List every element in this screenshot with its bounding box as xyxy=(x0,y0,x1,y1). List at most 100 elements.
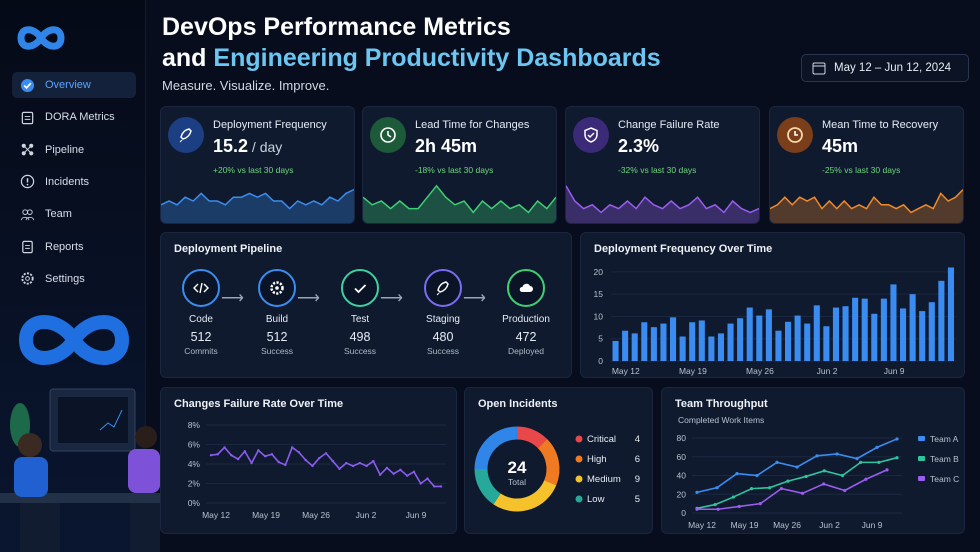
data-point xyxy=(822,482,826,486)
kpi-value: 15.2 / day xyxy=(213,136,283,156)
arrow-right-icon: ⟶ xyxy=(297,290,320,307)
data-point xyxy=(695,507,699,511)
data-point xyxy=(250,461,253,465)
page-title: DevOps Performance Metrics and Engineerin… xyxy=(162,13,661,72)
infinity-illustration-icon xyxy=(18,315,130,365)
bar xyxy=(737,318,744,361)
data-point xyxy=(209,454,213,457)
stage-value: 480 xyxy=(432,330,454,344)
sidebar-item-reports[interactable]: Reports xyxy=(12,234,136,260)
data-point xyxy=(758,502,762,506)
sidebar-item-pipeline[interactable]: Pipeline xyxy=(12,137,136,163)
sidebar-item-overview[interactable]: Overview xyxy=(12,72,136,98)
data-point xyxy=(230,454,233,457)
rocket-icon xyxy=(424,269,462,307)
sidebar-item-settings[interactable]: Settings xyxy=(12,266,136,292)
arrow-right-icon: ⟶ xyxy=(463,290,486,307)
sidebar: Overview DORA Metrics Pipeline Incidents Tea… xyxy=(0,0,160,552)
bar xyxy=(852,297,859,361)
donut-slice xyxy=(474,468,501,505)
page-subtitle: Measure. Visualize. Improve. xyxy=(162,78,330,93)
y-tick-label: 10 xyxy=(594,311,604,321)
data-point xyxy=(786,479,790,483)
sidebar-item-dora-metrics[interactable]: DORA Metrics xyxy=(12,104,136,130)
legend-dot xyxy=(575,435,583,443)
x-tick-label: May 12 xyxy=(202,510,230,520)
data-point xyxy=(216,453,219,456)
data-point xyxy=(864,477,868,481)
gear-icon xyxy=(21,272,34,285)
bar xyxy=(832,307,839,361)
donut-slice xyxy=(474,426,518,470)
pipeline-stage-staging[interactable]: Staging 480 Success xyxy=(408,269,478,356)
legend-value: 4 xyxy=(635,434,640,445)
bar xyxy=(765,309,772,361)
pipeline-stage-test[interactable]: Test 498 Success xyxy=(325,269,395,356)
y-tick-label: 80 xyxy=(677,433,687,443)
legend-value: 9 xyxy=(635,474,640,485)
bar xyxy=(842,306,849,361)
legend-label: Team A xyxy=(930,434,959,444)
data-point xyxy=(304,458,307,462)
kpi-card-lead-time-for-changes[interactable]: Lead Time for Changes 2h 45m -18% vs las… xyxy=(362,106,557,224)
stage-sub: Commits xyxy=(184,346,218,356)
y-tick-label: 0 xyxy=(681,508,686,518)
x-tick-label: May 26 xyxy=(746,366,774,376)
data-point xyxy=(815,454,819,458)
x-tick-label: Jun 9 xyxy=(406,510,427,520)
legend-label: Team C xyxy=(930,474,959,484)
kpi-change: -32% vs last 30 days xyxy=(618,165,697,175)
y-tick-label: 15 xyxy=(594,289,604,299)
bar xyxy=(909,294,916,361)
stage-value: 512 xyxy=(266,330,288,344)
data-point xyxy=(737,504,741,509)
legend-label: Medium xyxy=(587,474,621,485)
data-point xyxy=(290,446,294,449)
pipeline-icon xyxy=(21,143,34,156)
x-tick-label: May 19 xyxy=(731,520,759,530)
donut-slice xyxy=(516,426,548,449)
kpi-card-deployment-frequency[interactable]: Deployment Frequency 15.2 / day +20% vs … xyxy=(160,106,355,224)
x-tick-label: Jun 2 xyxy=(356,510,377,520)
bar xyxy=(813,305,820,361)
data-point xyxy=(372,459,375,463)
data-point xyxy=(779,487,784,491)
kpi-card-mean-time-to-recovery[interactable]: Mean Time to Recovery 45m -25% vs last 3… xyxy=(769,106,964,224)
pipeline-stage-build[interactable]: Build 512 Success xyxy=(242,269,312,356)
data-point xyxy=(715,486,719,490)
data-point xyxy=(385,466,389,470)
date-range-picker[interactable]: May 12 – Jun 12, 2024 xyxy=(801,54,969,82)
stage-name: Code xyxy=(189,314,213,325)
bar xyxy=(746,307,753,361)
logo-infinity-icon xyxy=(17,26,65,50)
sidebar-item-team[interactable]: Team xyxy=(12,201,136,227)
y-tick-label: 0 xyxy=(598,356,603,366)
bar xyxy=(928,302,935,361)
data-point xyxy=(716,507,720,511)
data-point xyxy=(345,461,348,465)
data-point xyxy=(859,460,863,464)
data-point xyxy=(749,487,754,491)
legend-dot xyxy=(575,475,583,483)
pipeline-stage-production[interactable]: Production 472 Deployed xyxy=(491,269,561,356)
sidebar-item-incidents[interactable]: Incidents xyxy=(12,169,136,195)
sparkline xyxy=(161,188,354,210)
data-point xyxy=(257,449,260,452)
kpi-card-change-failure-rate[interactable]: Change Failure Rate 2.3% -32% vs last 30… xyxy=(565,106,760,224)
pipeline-stage-code[interactable]: Code 512 Commits xyxy=(166,269,236,356)
bar xyxy=(708,336,715,361)
sparkline-area xyxy=(363,185,556,223)
donut-slice xyxy=(537,438,560,486)
legend-swatch xyxy=(918,476,925,481)
data-point xyxy=(378,473,382,476)
data-point xyxy=(439,485,443,488)
chart-subtitle: Completed Work Items xyxy=(678,415,765,425)
y-tick-label: 20 xyxy=(594,267,604,277)
bar xyxy=(679,336,686,361)
kpi-title: Deployment Frequency xyxy=(213,119,327,131)
code-icon xyxy=(182,269,220,307)
bar xyxy=(631,333,638,361)
kpi-value: 45m xyxy=(822,136,859,156)
sidebar-item-label: Pipeline xyxy=(45,143,85,156)
bar xyxy=(938,280,945,361)
